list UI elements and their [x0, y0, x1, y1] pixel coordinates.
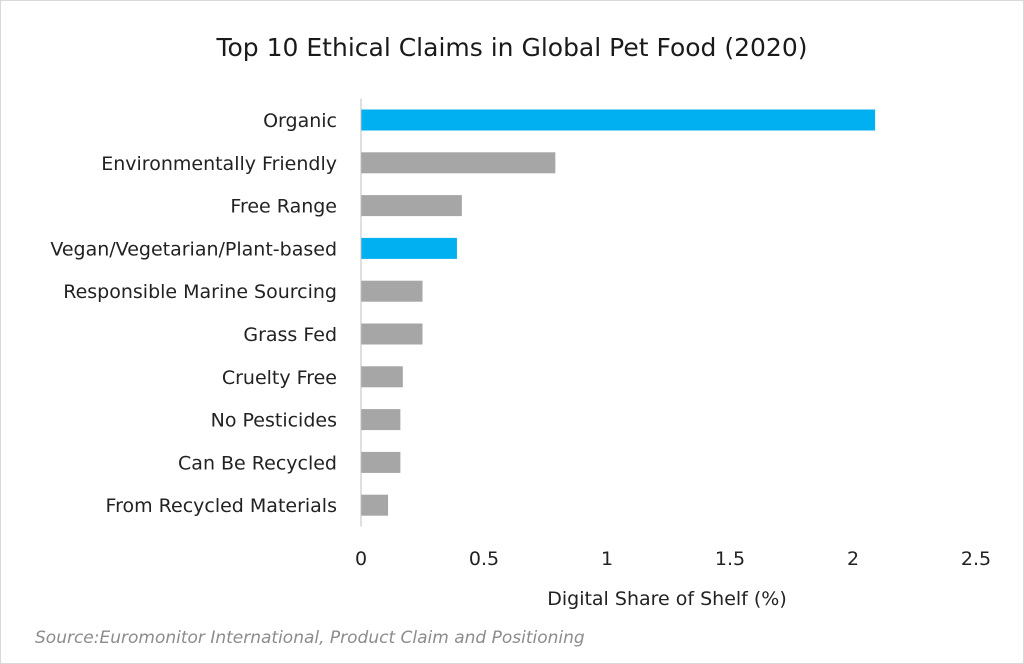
bar-7 — [361, 409, 401, 431]
bar-0 — [361, 109, 876, 131]
category-label-7: No Pesticides — [211, 410, 337, 432]
chart-title: Top 10 Ethical Claims in Global Pet Food… — [215, 33, 807, 62]
x-tick-label-2: 1 — [601, 548, 613, 570]
x-tick-label-3: 1.5 — [715, 548, 745, 570]
category-label-6: Cruelty Free — [222, 367, 337, 389]
x-tick-label-5: 2.5 — [961, 548, 991, 570]
category-label-0: Organic — [263, 110, 337, 132]
category-label-2: Free Range — [230, 196, 337, 218]
bar-5 — [361, 323, 423, 345]
bar-9 — [361, 494, 389, 516]
category-label-5: Grass Fed — [243, 324, 337, 346]
category-label-9: From Recycled Materials — [106, 495, 337, 517]
bar-4 — [361, 280, 423, 302]
source-note: Source:Euromonitor International, Produc… — [35, 628, 585, 648]
bar-8 — [361, 451, 401, 473]
bar-3 — [361, 237, 457, 259]
x-tick-label-0: 0 — [355, 548, 367, 570]
x-tick-label-1: 0.5 — [469, 548, 499, 570]
category-label-4: Responsible Marine Sourcing — [63, 281, 337, 303]
category-label-3: Vegan/Vegetarian/Plant-based — [50, 238, 337, 260]
x-tick-labels: 0 0.5 1 1.5 2 2.5 — [355, 548, 991, 570]
bars-group — [361, 109, 876, 516]
category-label-8: Can Be Recycled — [178, 452, 337, 474]
x-tick-label-4: 2 — [847, 548, 859, 570]
category-label-1: Environmentally Friendly — [101, 153, 337, 175]
bar-2 — [361, 195, 462, 217]
bar-6 — [361, 366, 403, 388]
bar-1 — [361, 152, 556, 174]
x-axis-label: Digital Share of Shelf (%) — [547, 588, 787, 610]
category-labels: Organic Environmentally Friendly Free Rang… — [50, 110, 337, 517]
